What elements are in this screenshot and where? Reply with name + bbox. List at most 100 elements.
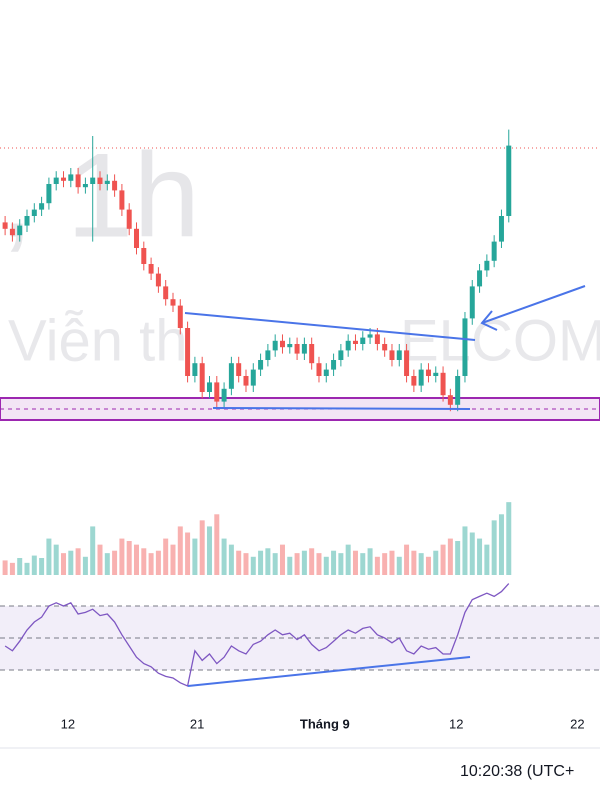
volume-bar <box>9 562 15 575</box>
candle-body <box>250 369 256 386</box>
volume-bar <box>433 550 439 575</box>
trendline <box>212 407 471 410</box>
volume-bar <box>104 553 110 575</box>
candle-body <box>141 248 147 264</box>
volume-bar <box>447 538 453 575</box>
volume-bar <box>338 553 344 575</box>
candle-body <box>39 203 45 210</box>
candle-body <box>192 363 198 376</box>
volume-bar <box>309 548 315 575</box>
volume-bar <box>97 544 103 575</box>
volume-bar <box>46 538 52 575</box>
volume-bar <box>455 541 461 575</box>
volume-bar <box>294 553 300 575</box>
candle-body <box>425 369 431 376</box>
candle-body <box>2 222 8 229</box>
volume-bar <box>192 538 198 575</box>
volume-bar <box>185 532 191 575</box>
trendline <box>187 656 471 687</box>
candle-body <box>221 388 227 402</box>
candle-body <box>243 376 249 386</box>
candle-body <box>331 360 337 370</box>
candle-body <box>46 184 52 204</box>
volume-bar <box>469 532 475 575</box>
candle-body <box>97 177 103 184</box>
watermark: , 1h <box>0 129 200 263</box>
candle-body <box>75 174 81 188</box>
volume-bar <box>301 550 307 575</box>
candle-body <box>31 209 37 216</box>
candle-body <box>374 334 380 344</box>
volume-bar <box>498 514 504 575</box>
candle-body <box>477 270 483 287</box>
volume-bar <box>265 548 271 575</box>
candle-body <box>90 177 96 184</box>
volume-bar <box>53 544 59 575</box>
candle-body <box>352 340 358 344</box>
candle-body <box>24 216 30 226</box>
candle-body <box>323 369 329 376</box>
volume-bar <box>155 550 161 575</box>
candle-body <box>279 340 285 348</box>
candle-body <box>301 344 307 354</box>
volume-bar <box>331 550 337 575</box>
volume-bar <box>287 556 293 575</box>
volume-bar <box>272 553 278 575</box>
candle-body <box>360 337 366 344</box>
candle-body <box>206 382 212 392</box>
candle-body <box>506 145 512 216</box>
candle-body <box>133 228 139 248</box>
candle-body <box>236 363 242 376</box>
candle-body <box>9 228 15 236</box>
candle-body <box>404 350 410 376</box>
candle-body <box>68 174 74 181</box>
volume-bar <box>61 553 67 575</box>
candle-body <box>61 177 67 181</box>
volume-bar <box>31 555 37 575</box>
candle-body <box>228 363 234 389</box>
candle-body <box>177 305 183 328</box>
volume-bar <box>228 544 234 575</box>
volume-bar <box>477 538 483 575</box>
volume-bar <box>360 553 366 575</box>
candle-body <box>272 340 278 351</box>
volume-bar <box>345 544 351 575</box>
candle-body <box>104 180 110 184</box>
volume-bar <box>236 550 242 575</box>
volume-bar <box>126 541 132 575</box>
volume-bar <box>418 553 424 575</box>
volume-bar <box>90 526 96 575</box>
volume-bar <box>199 520 205 575</box>
candle-body <box>418 369 424 386</box>
candle-body <box>112 180 118 191</box>
candle-body <box>491 241 497 261</box>
volume-bar <box>148 553 154 575</box>
candle-body <box>287 344 293 348</box>
volume-bar <box>396 556 402 575</box>
candle-body <box>265 350 271 360</box>
candle-body <box>345 340 351 351</box>
candle-body <box>148 264 154 274</box>
candle-body <box>199 363 205 392</box>
volume-bar <box>440 544 446 575</box>
candle-body <box>469 286 475 319</box>
x-tick-label: 21 <box>190 716 204 731</box>
volume-bar <box>425 556 431 575</box>
candle-body <box>396 350 402 360</box>
volume-bar <box>119 538 125 575</box>
volume-bar <box>382 553 388 575</box>
candle-body <box>17 225 23 236</box>
watermark-right: ELCOM <box>400 308 600 373</box>
candle-body <box>258 360 264 370</box>
candle-body <box>389 350 395 360</box>
candle-body <box>294 344 300 354</box>
volume-bar <box>491 520 497 575</box>
candle-body <box>484 260 490 271</box>
volume-bar <box>39 558 45 575</box>
candle-body <box>462 318 468 376</box>
watermark-left: Viễn th <box>8 308 188 373</box>
candle-body <box>411 376 417 386</box>
volume-bar <box>17 558 23 575</box>
volume-bar <box>316 553 322 575</box>
